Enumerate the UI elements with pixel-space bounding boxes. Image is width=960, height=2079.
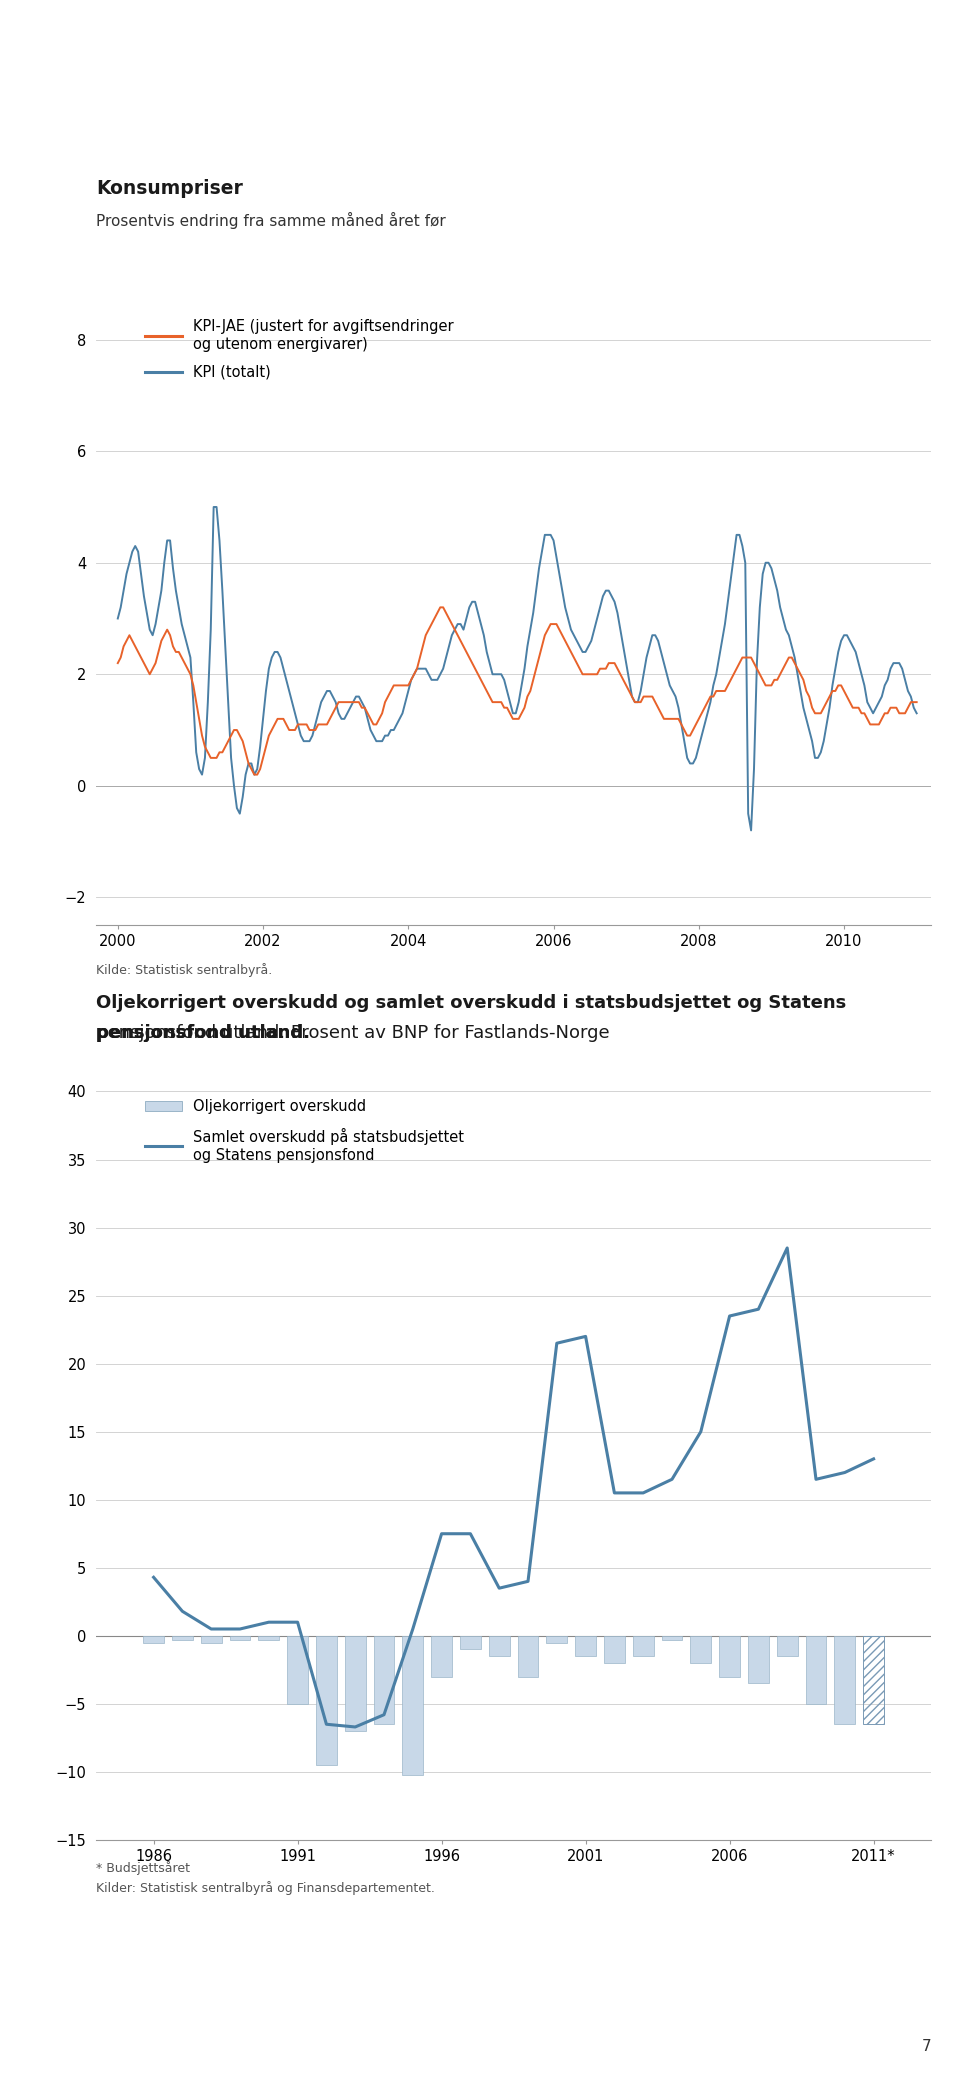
Bar <box>345 1636 366 1732</box>
Bar <box>143 1636 164 1642</box>
Bar <box>748 1636 769 1684</box>
Bar <box>489 1636 510 1657</box>
Bar <box>719 1636 740 1676</box>
Bar <box>661 1636 683 1640</box>
Bar <box>546 1636 567 1642</box>
Bar <box>431 1636 452 1676</box>
Bar <box>690 1636 711 1663</box>
Text: Konsumpriser: Konsumpriser <box>96 179 243 198</box>
Text: Prosentvis endring fra samme måned året før: Prosentvis endring fra samme måned året … <box>96 212 445 229</box>
Legend: KPI-JAE (justert for avgiftsendringer
og utenom energivarer), KPI (totalt): KPI-JAE (justert for avgiftsendringer og… <box>145 320 454 380</box>
Text: * Budsjettsåret: * Budsjettsåret <box>96 1861 190 1875</box>
Bar <box>201 1636 222 1642</box>
Bar <box>373 1636 395 1723</box>
Bar <box>777 1636 798 1657</box>
Text: pensjonsfond utland. Prosent av BNP for Fastlands-Norge: pensjonsfond utland. Prosent av BNP for … <box>96 1023 610 1042</box>
Bar <box>460 1636 481 1649</box>
Text: Kilder: Statistisk sentralbyrå og Finansdepartementet.: Kilder: Statistisk sentralbyrå og Finans… <box>96 1881 435 1896</box>
Bar <box>258 1636 279 1640</box>
Text: Oljekorrigert overskudd og samlet overskudd i statsbudsjettet og Statens: Oljekorrigert overskudd og samlet oversk… <box>96 994 847 1012</box>
Text: pensjonsfond utland.: pensjonsfond utland. <box>96 1023 310 1042</box>
Bar <box>229 1636 251 1640</box>
Bar <box>287 1636 308 1705</box>
Bar <box>517 1636 539 1676</box>
Bar <box>575 1636 596 1657</box>
Text: pensjonsfond utland.: pensjonsfond utland. <box>96 1023 310 1042</box>
Bar <box>172 1636 193 1640</box>
Legend: Oljekorrigert overskudd, Samlet overskudd på statsbudsjettet
og Statens pensjons: Oljekorrigert overskudd, Samlet overskud… <box>145 1100 465 1162</box>
Bar <box>604 1636 625 1663</box>
Text: Kilde: Statistisk sentralbyrå.: Kilde: Statistisk sentralbyrå. <box>96 963 273 977</box>
Bar <box>834 1636 855 1723</box>
Bar <box>633 1636 654 1657</box>
Bar <box>863 1636 884 1723</box>
Text: 7: 7 <box>922 2039 931 2054</box>
Bar <box>316 1636 337 1765</box>
Bar <box>402 1636 423 1775</box>
Bar <box>805 1636 827 1705</box>
